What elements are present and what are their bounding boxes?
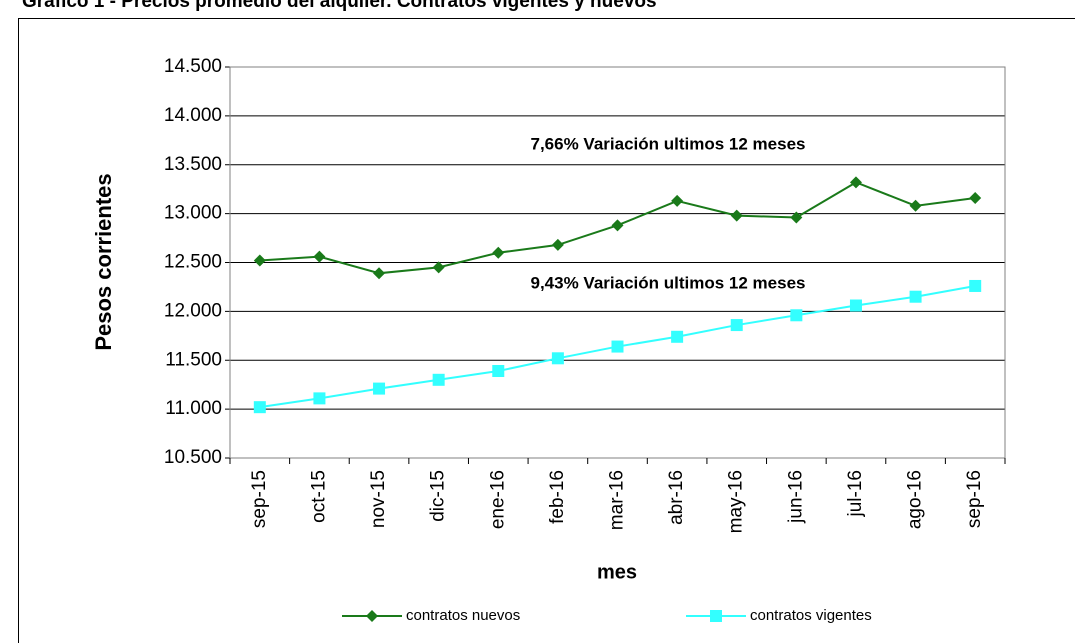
marker <box>313 250 326 263</box>
legend-label: contratos nuevos <box>406 607 520 624</box>
marker <box>909 199 922 212</box>
marker <box>790 211 803 224</box>
y-tick-label: 12.000 <box>164 300 222 321</box>
x-tick-label: sep-16 <box>964 470 985 528</box>
marker <box>551 238 564 251</box>
marker <box>849 176 862 189</box>
marker <box>671 194 684 207</box>
chart-title: Grafico 1 - Precios promedio del alquile… <box>22 0 657 12</box>
legend-marker <box>710 610 722 622</box>
marker <box>790 309 803 322</box>
marker <box>253 254 266 267</box>
marker <box>373 382 386 395</box>
y-tick-label: 12.500 <box>164 252 222 273</box>
chart-frame <box>18 18 1075 643</box>
x-tick-label: feb-16 <box>547 470 568 524</box>
y-axis-label: Pesos corrientes <box>91 173 116 350</box>
y-tick-label: 10.500 <box>164 447 222 468</box>
marker <box>969 191 982 204</box>
annotation: 7,66% Variación ultimos 12 meses <box>531 134 806 153</box>
marker <box>611 219 624 232</box>
y-tick-label: 13.500 <box>164 154 222 175</box>
y-tick-label: 11.500 <box>165 349 222 370</box>
marker <box>373 267 386 280</box>
x-tick-label: ago-16 <box>905 470 926 529</box>
x-tick-label: jul-16 <box>845 470 866 517</box>
x-tick-label: may-16 <box>726 470 747 533</box>
x-tick-label: jun-16 <box>785 470 806 524</box>
legend-marker <box>366 610 378 622</box>
y-tick-label: 11.000 <box>165 398 222 419</box>
x-tick-label: dic-15 <box>428 470 449 522</box>
plot-area <box>229 66 1006 459</box>
legend-label: contratos vigentes <box>750 607 872 624</box>
y-tick-label: 13.000 <box>164 203 222 224</box>
marker <box>313 392 326 405</box>
marker <box>492 365 505 378</box>
x-tick-label: nov-15 <box>368 470 389 528</box>
x-tick-label: sep-15 <box>249 470 270 528</box>
x-axis-label: mes <box>597 561 637 583</box>
marker <box>730 319 743 332</box>
x-tick-label: mar-16 <box>607 470 628 530</box>
marker <box>551 352 564 365</box>
marker <box>730 209 743 222</box>
y-tick-label: 14.000 <box>164 105 222 126</box>
x-tick-label: abr-16 <box>666 470 687 525</box>
y-tick-label: 14.500 <box>164 56 222 77</box>
x-tick-label: ene-16 <box>487 470 508 529</box>
marker <box>849 299 862 312</box>
marker <box>611 340 624 353</box>
marker <box>909 290 922 303</box>
marker <box>432 261 445 274</box>
annotation: 9,43% Variación ultimos 12 meses <box>531 273 806 292</box>
marker <box>969 279 982 292</box>
marker <box>432 373 445 386</box>
x-tick-label: oct-15 <box>308 470 329 523</box>
marker <box>671 330 684 343</box>
marker <box>492 246 505 259</box>
marker <box>253 401 266 414</box>
